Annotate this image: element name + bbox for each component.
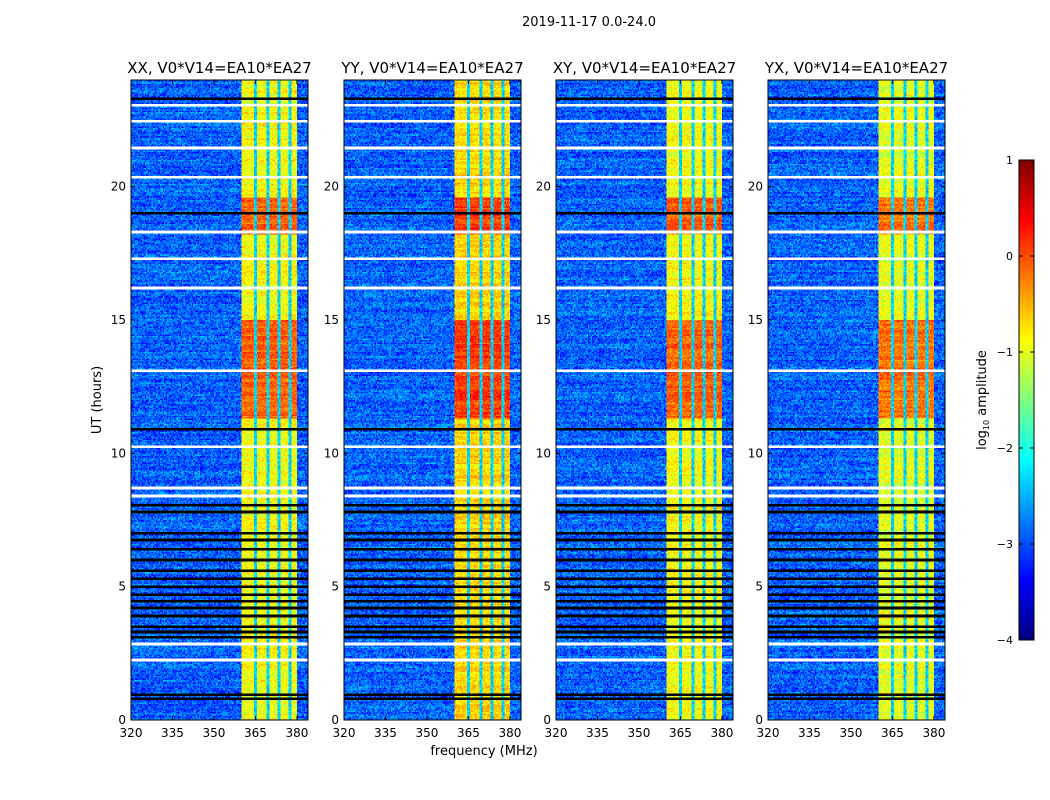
x-tick-label: 320 — [120, 726, 143, 740]
colorbar-tick-label: −2 — [997, 442, 1013, 455]
colorbar-tick-label: 1 — [1006, 154, 1013, 167]
x-axis-label: frequency (MHz) — [430, 744, 537, 759]
x-tick-label: 335 — [586, 726, 609, 740]
y-tick-label: 15 — [111, 313, 126, 327]
x-tick-label: 365 — [881, 726, 904, 740]
y-tick-label: 10 — [111, 446, 126, 460]
heatmap-xy — [556, 80, 733, 720]
plot-frame — [767, 79, 946, 721]
plot-frame — [130, 79, 309, 721]
heatmap-xx — [131, 80, 308, 720]
plot-frame — [555, 79, 734, 721]
heatmap-yx — [768, 80, 945, 720]
colorbar — [1019, 160, 1034, 640]
x-tick-label: 335 — [161, 726, 184, 740]
x-tick-label: 335 — [798, 726, 821, 740]
colorbar-tick-label: −3 — [997, 538, 1013, 551]
x-tick-label: 320 — [545, 726, 568, 740]
colorbar-tick-label: −4 — [997, 634, 1013, 647]
panel-title: XX, V0*V14=EA10*EA27 — [127, 59, 311, 77]
x-tick-label: 335 — [374, 726, 397, 740]
y-tick-label: 15 — [536, 313, 551, 327]
x-tick-label: 350 — [416, 726, 439, 740]
y-tick-label: 5 — [118, 580, 126, 594]
y-tick-label: 0 — [118, 713, 126, 727]
colorbar-tick-label: 0 — [1006, 250, 1013, 263]
y-tick-label: 0 — [331, 713, 339, 727]
panel-title: YY, V0*V14=EA10*EA27 — [340, 59, 523, 77]
x-tick-label: 380 — [922, 726, 945, 740]
y-tick-label: 20 — [324, 180, 339, 194]
colorbar-tick-label: −1 — [997, 346, 1013, 359]
panel-title: YX, V0*V14=EA10*EA27 — [764, 59, 948, 77]
colorbar-label: log10 amplitude — [975, 350, 991, 450]
panel-title: XY, V0*V14=EA10*EA27 — [553, 59, 736, 77]
x-tick-label: 350 — [840, 726, 863, 740]
y-tick-label: 20 — [536, 180, 551, 194]
y-axis-label: UT (hours) — [90, 366, 105, 434]
y-tick-label: 5 — [331, 580, 339, 594]
y-tick-label: 10 — [324, 446, 339, 460]
suptitle: 2019-11-17 0.0-24.0 — [522, 15, 656, 30]
y-tick-label: 5 — [755, 580, 763, 594]
y-tick-label: 10 — [748, 446, 763, 460]
y-tick-label: 20 — [748, 180, 763, 194]
y-tick-label: 5 — [543, 580, 551, 594]
x-tick-label: 365 — [457, 726, 480, 740]
colorbar-frame — [1018, 159, 1035, 641]
x-tick-label: 350 — [628, 726, 651, 740]
x-tick-label: 380 — [710, 726, 733, 740]
y-tick-label: 10 — [536, 446, 551, 460]
x-tick-label: 380 — [498, 726, 521, 740]
x-tick-label: 365 — [244, 726, 267, 740]
y-tick-label: 20 — [111, 180, 126, 194]
y-tick-label: 0 — [755, 713, 763, 727]
heatmap-yy — [344, 80, 521, 720]
x-tick-label: 365 — [669, 726, 692, 740]
x-tick-label: 320 — [333, 726, 356, 740]
y-tick-label: 0 — [543, 713, 551, 727]
y-tick-label: 15 — [324, 313, 339, 327]
x-tick-label: 350 — [203, 726, 226, 740]
x-tick-label: 380 — [285, 726, 308, 740]
y-tick-label: 15 — [748, 313, 763, 327]
plot-frame — [343, 79, 522, 721]
x-tick-label: 320 — [757, 726, 780, 740]
